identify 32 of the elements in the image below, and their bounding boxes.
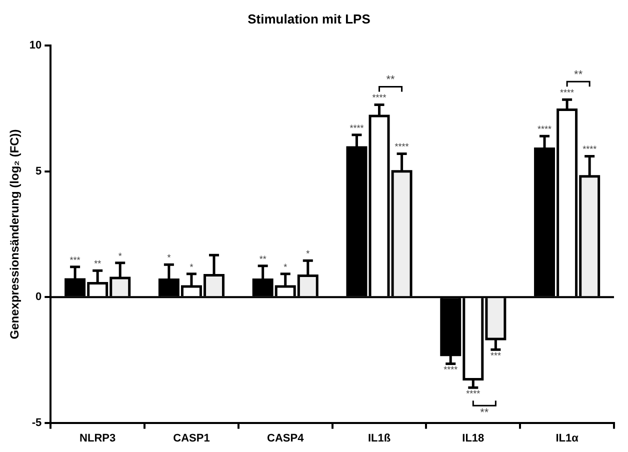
data-label: **** (582, 144, 598, 154)
annotation: **** (466, 388, 481, 399)
x-tick-label: IL1α (556, 432, 579, 444)
annotation: **** (560, 88, 575, 98)
x-tick-label: NLRP3 (80, 432, 116, 444)
data-label: *** (70, 254, 81, 265)
y-tick-label: 5 (36, 165, 42, 178)
data-label: **** (538, 124, 552, 134)
annotation: ** (480, 407, 490, 420)
chart-title: Stimulation mit LPS (248, 11, 371, 26)
x-tick-label: IL18 (462, 432, 484, 444)
data-label: **** (394, 142, 410, 152)
data-label: * (190, 262, 194, 272)
data-label: ** (259, 254, 267, 264)
y-axis-title: Genexpressionsänderung (log₂ (FC)) (8, 129, 22, 340)
data-label: * (284, 262, 288, 272)
data-label: * (167, 252, 172, 263)
y-tick-label: 0 (36, 291, 42, 304)
annotation: * (306, 248, 310, 259)
x-tick-label: CASP4 (267, 432, 305, 444)
y-tick-label: 10 (29, 40, 42, 52)
data-label: *** (490, 350, 502, 361)
annotation: ** (94, 258, 102, 269)
data-label: **** (444, 364, 458, 375)
data-label: **** (350, 122, 364, 133)
annotation: **** (372, 92, 387, 103)
annotation: ** (574, 69, 584, 82)
x-tick-label: IL1ß (368, 432, 391, 444)
annotation: ** (386, 74, 396, 86)
y-tick-label: -5 (32, 416, 42, 429)
data-label: * (118, 250, 122, 261)
x-tick-label: CASP1 (173, 432, 210, 444)
